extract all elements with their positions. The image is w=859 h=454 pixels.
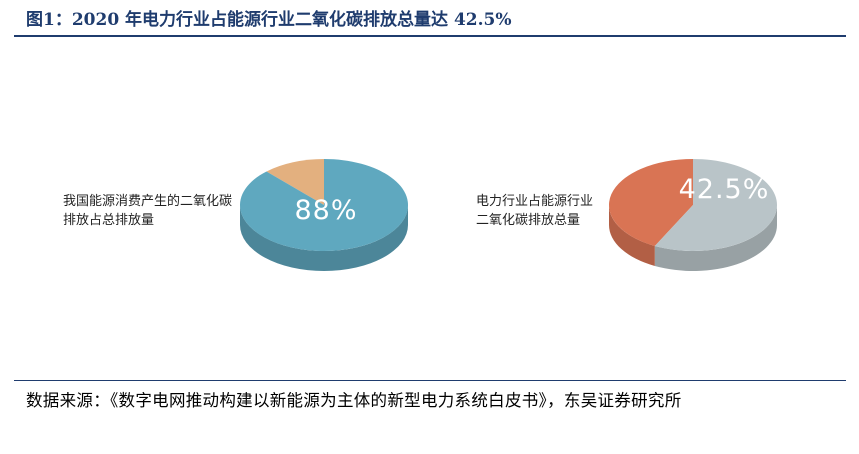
pie-right-side-main [609, 205, 655, 266]
legend-left-line-1: 我国能源消费产生的二氧化碳 [63, 194, 233, 209]
pie-right-top-main [609, 159, 693, 246]
pie-right-value-label: 42.5% [679, 174, 770, 205]
legend-right: 电力行业占能源行业 二氧化碳排放总量 [476, 192, 593, 230]
source-rule [14, 380, 846, 381]
legend-left: 我国能源消费产生的二氧化碳 排放占总排放量 [63, 192, 232, 230]
legend-right-line-1: 电力行业占能源行业 [476, 194, 594, 209]
title-rule [14, 35, 846, 37]
legend-right-line-2: 二氧化碳排放总量 [476, 213, 581, 228]
pie-right-side-rest [654, 205, 777, 271]
figure-title: 图1：2020 年电力行业占能源行业二氧化碳排放总量达 42.5% [26, 10, 512, 30]
pie-left-top-rest [266, 159, 324, 205]
pie-left-value-label: 88% [294, 195, 357, 226]
pie-left: 88% [240, 159, 408, 271]
legend-left-line-2: 排放占总排放量 [63, 213, 155, 228]
pie-left-side-main [240, 205, 408, 271]
pie-right: 42.5% [609, 159, 777, 271]
pie-right-top-rest [654, 159, 777, 251]
source-note: 数据来源：《数字电网推动构建以新能源为主体的新型电力系统白皮书》，东吴证券研究所 [26, 391, 682, 410]
pie-left-top-main [240, 159, 408, 252]
